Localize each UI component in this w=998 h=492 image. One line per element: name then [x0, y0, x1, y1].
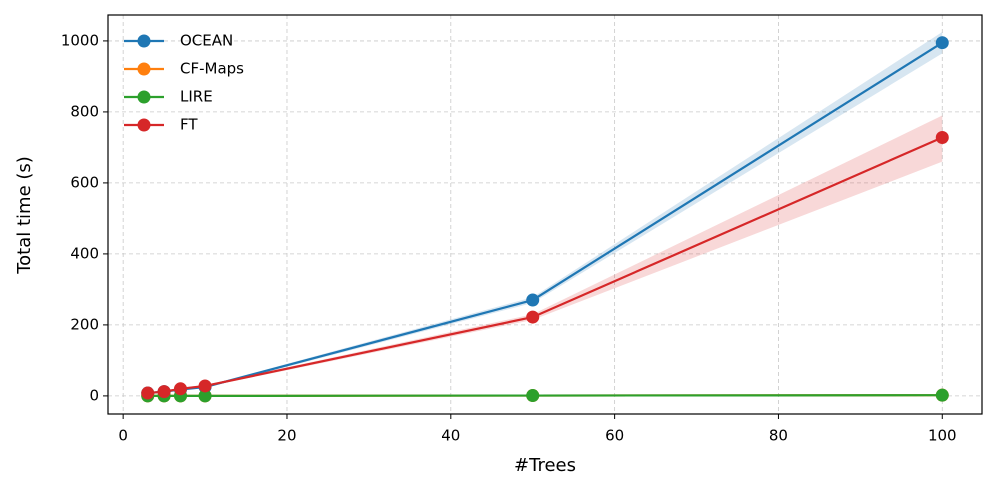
line	[147, 41, 943, 395]
confidence-band	[147, 32, 943, 394]
legend-marker	[137, 34, 151, 48]
legend-marker	[137, 118, 151, 132]
y-tick-label: 800	[70, 102, 99, 120]
y-tick-label: 0	[89, 386, 99, 404]
point	[526, 310, 540, 324]
point	[141, 386, 155, 400]
point	[526, 389, 540, 403]
x-axis-label: #Trees	[514, 455, 576, 476]
point	[157, 385, 171, 399]
point	[935, 388, 949, 402]
confidence-band	[147, 115, 943, 394]
x-tick-label: 100	[928, 427, 957, 445]
y-tick-label: 400	[70, 244, 99, 262]
y-tick-label: 600	[70, 173, 99, 191]
legend-label: LIRE	[180, 88, 213, 106]
y-tick-label: 200	[70, 315, 99, 333]
legend-marker	[137, 90, 151, 104]
x-tick-label: 60	[605, 427, 624, 445]
y-tick-label: 1000	[61, 31, 99, 49]
legend-label: FT	[180, 116, 198, 134]
legend-label: CF-Maps	[180, 60, 244, 78]
point	[935, 36, 949, 50]
plot-frame	[107, 14, 983, 415]
point	[526, 293, 540, 307]
x-tick-label: 80	[769, 427, 788, 445]
point	[198, 379, 212, 393]
x-tick-label: 20	[277, 427, 296, 445]
legend-marker	[137, 62, 151, 76]
legend-label: OCEAN	[180, 32, 233, 50]
line	[147, 394, 943, 397]
point	[935, 130, 949, 144]
x-tick-label: 0	[118, 427, 128, 445]
y-axis-label: Total time (s)	[14, 156, 35, 275]
x-tick-label: 40	[441, 427, 460, 445]
point	[198, 389, 212, 403]
point	[173, 382, 187, 396]
